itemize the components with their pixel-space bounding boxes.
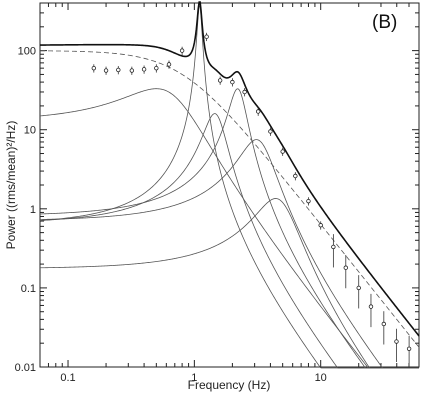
data-point	[356, 285, 361, 291]
plot-area-border	[39, 2, 420, 368]
data-point	[116, 67, 121, 73]
y-tick-label: 10	[24, 125, 36, 137]
x-tick-label: 10	[315, 372, 327, 384]
component-curve	[39, 198, 419, 369]
data-point	[368, 304, 374, 309]
x-axis-label: Frequency (Hz)	[188, 378, 271, 392]
data-point	[381, 321, 387, 327]
y-axis-label: Power ((rms/mean)²/Hz)	[4, 121, 18, 250]
y-tick-labels: 100 10 1 0.1 0.01	[15, 46, 36, 374]
data-point	[406, 346, 412, 351]
data-point	[394, 339, 399, 344]
y-tick-label: 1	[30, 204, 36, 216]
data-point	[103, 68, 109, 73]
x-tick-label: 0.1	[60, 372, 75, 384]
data-point	[331, 244, 336, 250]
data-point	[255, 109, 261, 114]
y-tick-label: 100	[18, 46, 36, 58]
data-point	[204, 34, 209, 39]
component-curve	[39, 88, 419, 369]
panel-label: (B)	[372, 12, 397, 33]
data-point	[268, 129, 273, 134]
plot-frame	[39, 2, 420, 368]
data-point	[129, 68, 135, 73]
model-components	[39, 5, 420, 369]
data-point	[318, 223, 323, 228]
component-curve	[39, 139, 419, 369]
total-model	[39, 1, 420, 337]
component-curve	[39, 5, 419, 369]
component-curve	[39, 113, 419, 369]
data-point	[293, 173, 298, 179]
tick-marks	[39, 2, 420, 368]
data-point	[217, 78, 223, 83]
x-tick-labels: 0.1 1 10	[60, 372, 326, 384]
data-point	[280, 149, 285, 154]
component-curve	[39, 50, 420, 348]
data-point	[141, 67, 147, 72]
data-point	[179, 48, 185, 53]
x-tick-label: 1	[191, 372, 197, 384]
data-point	[306, 198, 311, 204]
data-point	[154, 65, 159, 71]
data-points	[91, 32, 412, 367]
data-point	[166, 62, 172, 67]
y-tick-label: 0.1	[21, 283, 36, 295]
total-model-curve	[39, 1, 420, 337]
component-curve	[39, 88, 419, 369]
data-point	[343, 265, 348, 270]
data-point	[230, 79, 235, 85]
data-point	[242, 89, 247, 95]
y-tick-label: 0.01	[15, 362, 36, 374]
data-point	[91, 65, 97, 71]
